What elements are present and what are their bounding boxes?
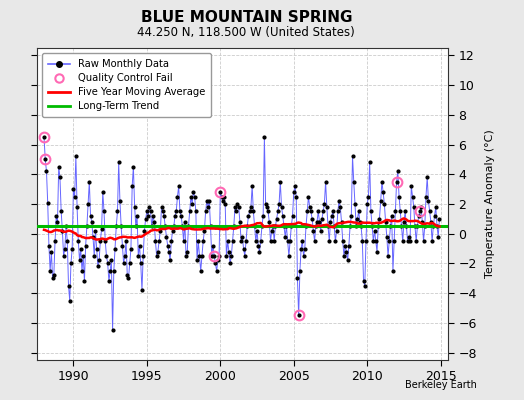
- Text: BLUE MOUNTAIN SPRING: BLUE MOUNTAIN SPRING: [140, 10, 352, 25]
- Y-axis label: Temperature Anomaly (°C): Temperature Anomaly (°C): [485, 130, 495, 278]
- Text: 44.250 N, 118.500 W (United States): 44.250 N, 118.500 W (United States): [137, 26, 355, 39]
- Legend: Raw Monthly Data, Quality Control Fail, Five Year Moving Average, Long-Term Tren: Raw Monthly Data, Quality Control Fail, …: [42, 53, 211, 117]
- Text: Berkeley Earth: Berkeley Earth: [405, 380, 477, 390]
